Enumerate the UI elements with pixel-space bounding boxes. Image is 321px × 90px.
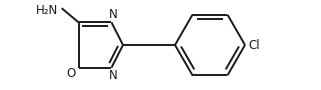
Text: N: N bbox=[109, 8, 118, 21]
Text: O: O bbox=[66, 67, 75, 80]
Text: N: N bbox=[109, 69, 118, 82]
Text: H₂N: H₂N bbox=[35, 4, 58, 17]
Text: Cl: Cl bbox=[248, 39, 260, 51]
